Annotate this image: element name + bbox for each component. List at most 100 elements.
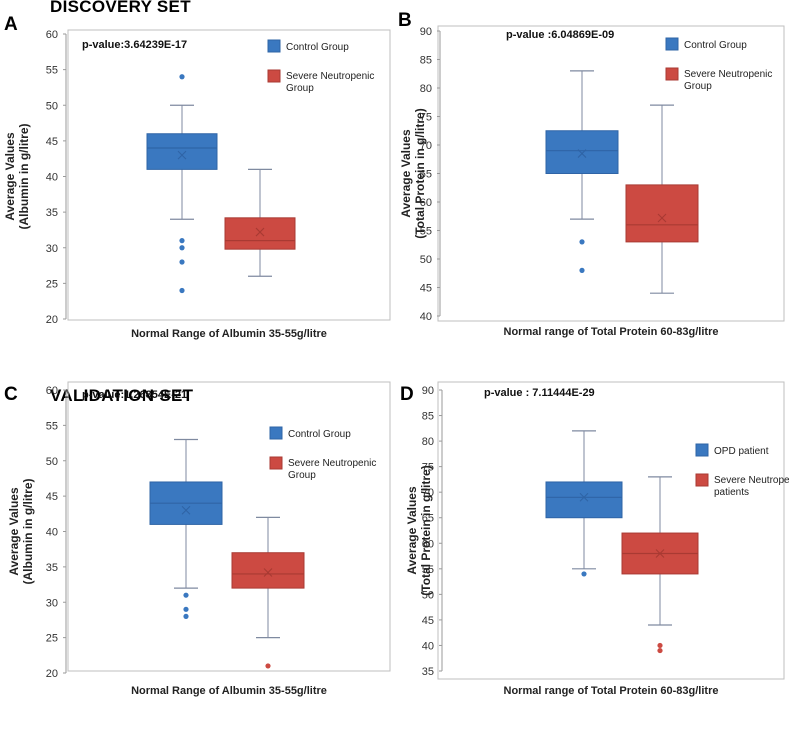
legend-label-line2: Group [684, 81, 712, 92]
y-tick-label: 50 [420, 254, 432, 266]
mean-marker [655, 549, 665, 558]
y-tick-label: 45 [420, 283, 432, 295]
p-value-label: p-value :6.04869E-09 [506, 29, 614, 41]
y-axis-label-line1: Average Values [405, 486, 419, 575]
outlier-point [179, 238, 185, 244]
y-tick-label: 60 [46, 29, 58, 41]
protein-discovery-chart: 40 45 50 55 60 65 70 75 80 85 90 Average Values (Tot… [399, 25, 785, 338]
y-tick-label: 45 [46, 136, 58, 148]
y-axis-label-line2: (Albumin in g/litre) [21, 479, 35, 585]
outlier-point [579, 239, 585, 245]
iqr-box [231, 552, 305, 589]
legend-label-line2: patients [714, 487, 749, 498]
discovery-set-title: DISCOVERY SET [50, 0, 191, 16]
mean-marker [263, 568, 273, 577]
y-tick-label: 50 [46, 456, 58, 468]
y-axis-label-line1: Average Values [399, 129, 413, 218]
plot-frame [67, 381, 391, 672]
y-tick-label: 90 [420, 26, 432, 38]
outlier-point [179, 287, 185, 294]
iqr-box [545, 130, 619, 174]
y-tick-label: 80 [422, 436, 434, 448]
x-axis-label: Normal Range of Albumin 35-55g/litre [131, 685, 327, 697]
mean-marker [577, 149, 587, 158]
outlier-point [183, 592, 189, 598]
y-tick-label: 35 [422, 666, 434, 678]
y-axis-label-line2: (Total Protein in g/litre) [419, 465, 433, 595]
y-axis-label-line1: Average Values [3, 132, 17, 221]
mean-marker [177, 150, 187, 160]
y-tick-label: 55 [422, 564, 434, 576]
y-tick-label: 30 [46, 243, 58, 255]
y-tick-label: 30 [46, 597, 58, 609]
mean-marker [181, 505, 191, 515]
outlier-point [657, 647, 663, 654]
validation-set-title: VALIDATION SET [50, 386, 194, 405]
y-tick-label: 60 [422, 538, 434, 550]
iqr-box [625, 184, 699, 243]
legend-swatch [267, 39, 281, 53]
y-tick-label: 70 [420, 140, 432, 152]
legend-label-line1: Severe Neutropenic [288, 458, 376, 469]
y-tick-label: 90 [422, 385, 434, 397]
y-tick-label: 65 [420, 169, 432, 181]
legend-swatch [269, 426, 283, 440]
y-tick-label: 50 [46, 100, 58, 112]
outlier-point [657, 642, 663, 649]
plot-frame [437, 381, 785, 680]
outlier-point [183, 613, 189, 619]
y-tick-label: 40 [420, 311, 432, 323]
y-tick-label: 70 [422, 487, 434, 499]
y-tick-label: 40 [46, 172, 58, 184]
outlier-point [581, 571, 587, 577]
legend-swatch [665, 37, 679, 51]
y-tick-label: 40 [46, 527, 58, 539]
iqr-box [224, 217, 296, 250]
protein-validation-chart: 35 40 45 50 55 60 65 70 75 80 85 90 Average Values (T… [405, 381, 789, 697]
p-value-label: p-value : 7.11444E-29 [484, 387, 595, 399]
legend-swatch [267, 69, 281, 83]
legend-label-line2: Group [288, 470, 316, 481]
legend-label-line2: Group [286, 83, 314, 94]
legend-label: Control Group [288, 429, 351, 440]
legend-label-line1: Severe Neutropenic [286, 71, 374, 82]
mean-marker [657, 213, 667, 223]
y-tick-label: 20 [46, 668, 58, 680]
outlier-point [579, 267, 585, 273]
outlier-point [179, 74, 185, 80]
outlier-point [183, 606, 189, 612]
legend-label-line1: Severe Neutropenic [714, 475, 789, 486]
y-tick-label: 60 [420, 197, 432, 209]
x-axis-label: Normal range of Total Protein 60-83g/lit… [504, 685, 719, 697]
outlier-point [179, 259, 185, 265]
y-tick-label: 25 [46, 278, 58, 290]
legend-swatch [695, 443, 709, 457]
legend-swatch [665, 67, 679, 81]
y-tick-label: 65 [422, 513, 434, 525]
legend-label: Control Group [684, 40, 747, 51]
legend-swatch [269, 456, 283, 470]
panel-letter-b: B [398, 10, 412, 31]
legend-label: Control Group [286, 42, 349, 53]
outlier-point [179, 245, 185, 251]
y-tick-label: 55 [46, 420, 58, 432]
y-tick-label: 85 [422, 411, 434, 423]
y-tick-label: 45 [422, 615, 434, 627]
albumin-discovery-chart: 20 25 30 35 40 45 50 55 60 Average Values (Albumin… [3, 29, 391, 340]
y-tick-label: 55 [46, 65, 58, 77]
y-tick-label: 50 [422, 589, 434, 601]
y-tick-label: 20 [46, 314, 58, 326]
y-axis-label-line2: (Albumin in g/litre) [17, 124, 31, 230]
y-tick-label: 60 [46, 385, 58, 397]
plot-frame [67, 29, 391, 321]
legend-swatch [695, 473, 709, 487]
panel-letter-a: A [4, 14, 18, 35]
p-value-label: p-value:3.64239E-17 [82, 39, 187, 51]
mean-marker [579, 492, 589, 502]
iqr-box [545, 481, 623, 519]
mean-marker [255, 227, 265, 237]
y-tick-label: 80 [420, 83, 432, 95]
y-tick-label: 40 [422, 640, 434, 652]
y-tick-label: 85 [420, 55, 432, 67]
p-value-label: p-value:1.26854E-21 [82, 389, 187, 401]
